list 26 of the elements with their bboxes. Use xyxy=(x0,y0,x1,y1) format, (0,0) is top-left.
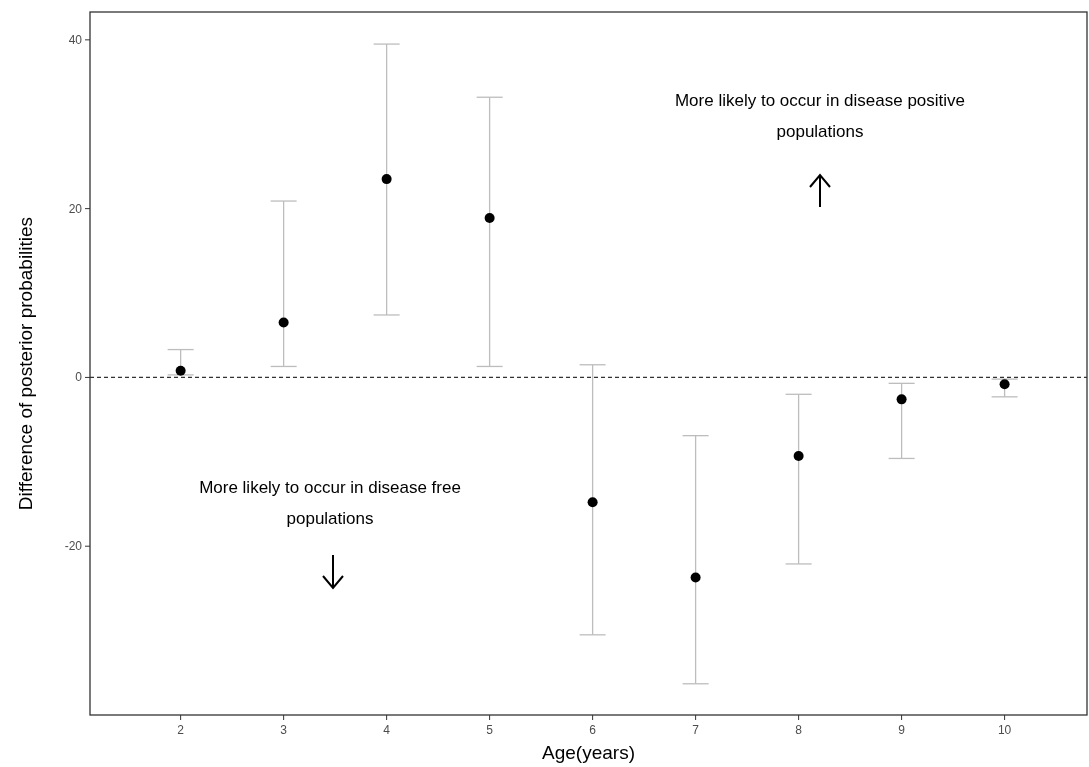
annotation: More likely to occur in disease positive populations xyxy=(674,91,966,141)
x-axis-title: Age(years) xyxy=(542,742,635,763)
point xyxy=(381,174,392,185)
x-tick-label: 10 xyxy=(997,723,1012,737)
annotation: More likely to occur in disease free populations xyxy=(199,478,461,528)
point xyxy=(278,317,289,328)
point xyxy=(484,212,495,223)
x-tick-label: 8 xyxy=(795,723,803,737)
x-tick-label: 7 xyxy=(692,723,700,737)
point xyxy=(175,365,186,376)
x-tick-label: 2 xyxy=(177,723,185,737)
y-tick-label: -20 xyxy=(64,539,83,554)
point xyxy=(793,450,804,461)
x-tick-label: 9 xyxy=(898,723,906,737)
x-tick-label: 5 xyxy=(486,723,494,737)
x-tick-label: 6 xyxy=(589,723,597,737)
y-axis-title: Difference of posterior probabilities xyxy=(15,216,36,511)
y-tick-label: 20 xyxy=(68,201,83,216)
point xyxy=(587,497,598,508)
y-tick-label: 40 xyxy=(68,32,83,47)
x-tick-label: 3 xyxy=(280,723,288,737)
point xyxy=(690,572,701,583)
point xyxy=(896,394,907,405)
y-tick-label: 0 xyxy=(75,370,83,385)
x-tick-label: 4 xyxy=(383,723,391,737)
point xyxy=(999,379,1010,390)
